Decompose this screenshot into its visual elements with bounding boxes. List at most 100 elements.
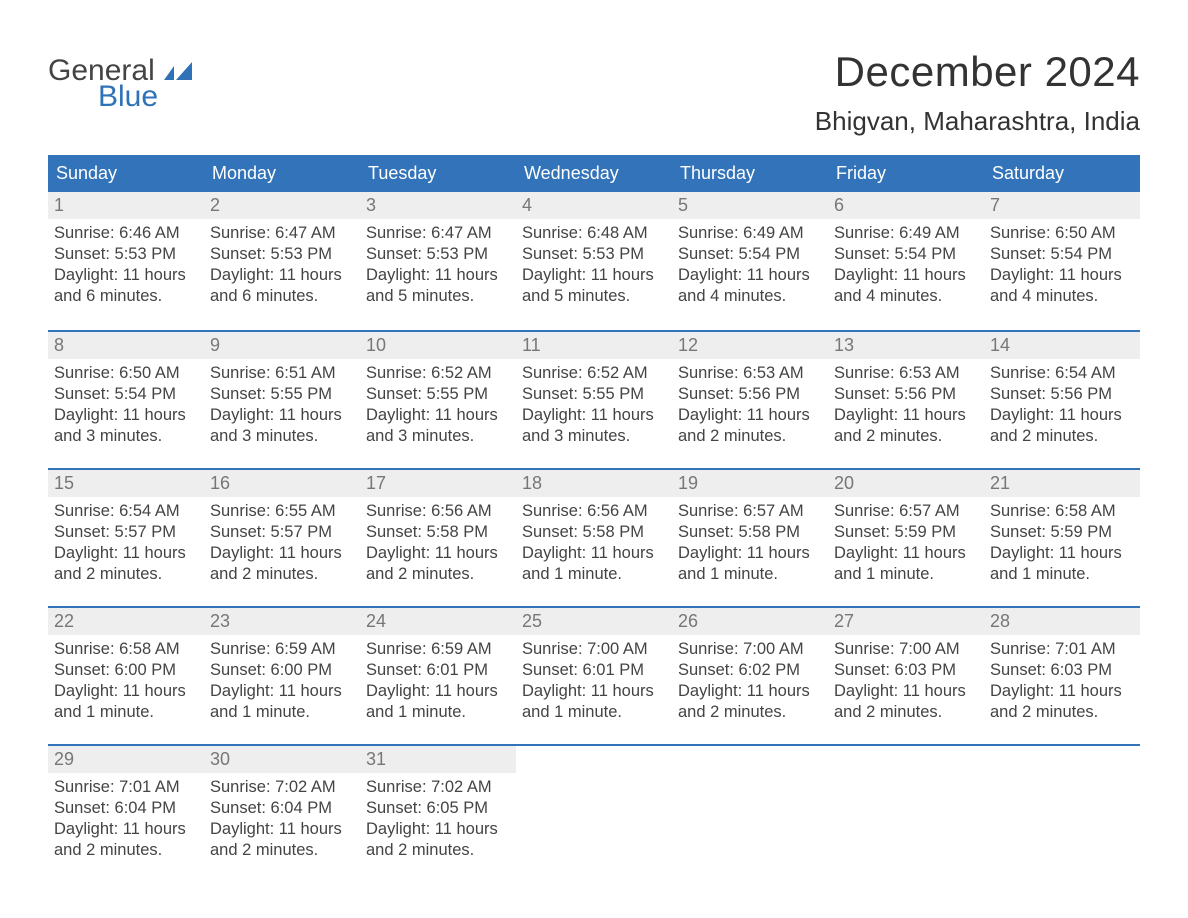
calendar-day: 17Sunrise: 6:56 AMSunset: 5:58 PMDayligh… xyxy=(360,470,516,606)
sunrise-line: Sunrise: 6:47 AM xyxy=(366,223,510,244)
calendar-day xyxy=(672,746,828,882)
sunrise-line: Sunrise: 7:01 AM xyxy=(990,639,1134,660)
day-details: Sunrise: 6:49 AMSunset: 5:54 PMDaylight:… xyxy=(672,223,828,319)
flag-icon xyxy=(164,62,192,82)
sunset-line: Sunset: 5:59 PM xyxy=(990,522,1134,543)
sunrise-line: Sunrise: 7:01 AM xyxy=(54,777,198,798)
daylight-line: Daylight: 11 hours xyxy=(210,265,354,286)
calendar-day: 28Sunrise: 7:01 AMSunset: 6:03 PMDayligh… xyxy=(984,608,1140,744)
daylight-line2: and 4 minutes. xyxy=(990,286,1134,307)
day-details: Sunrise: 7:01 AMSunset: 6:04 PMDaylight:… xyxy=(48,777,204,873)
day-details: Sunrise: 6:57 AMSunset: 5:59 PMDaylight:… xyxy=(828,501,984,597)
calendar-day: 20Sunrise: 6:57 AMSunset: 5:59 PMDayligh… xyxy=(828,470,984,606)
sunset-line: Sunset: 6:01 PM xyxy=(522,660,666,681)
day-number: 1 xyxy=(48,192,204,219)
calendar-day: 11Sunrise: 6:52 AMSunset: 5:55 PMDayligh… xyxy=(516,332,672,468)
daylight-line2: and 3 minutes. xyxy=(210,426,354,447)
day-number: 21 xyxy=(984,470,1140,497)
calendar-day: 22Sunrise: 6:58 AMSunset: 6:00 PMDayligh… xyxy=(48,608,204,744)
daylight-line2: and 2 minutes. xyxy=(54,840,198,861)
day-details: Sunrise: 6:51 AMSunset: 5:55 PMDaylight:… xyxy=(204,363,360,459)
calendar-day: 25Sunrise: 7:00 AMSunset: 6:01 PMDayligh… xyxy=(516,608,672,744)
day-number: 18 xyxy=(516,470,672,497)
calendar-day: 3Sunrise: 6:47 AMSunset: 5:53 PMDaylight… xyxy=(360,192,516,330)
location-label: Bhigvan, Maharashtra, India xyxy=(815,106,1140,137)
sunset-line: Sunset: 5:55 PM xyxy=(522,384,666,405)
daylight-line2: and 4 minutes. xyxy=(678,286,822,307)
month-title: December 2024 xyxy=(815,48,1140,96)
day-details: Sunrise: 6:56 AMSunset: 5:58 PMDaylight:… xyxy=(360,501,516,597)
sunrise-line: Sunrise: 7:00 AM xyxy=(522,639,666,660)
daylight-line2: and 3 minutes. xyxy=(366,426,510,447)
sunrise-line: Sunrise: 7:02 AM xyxy=(210,777,354,798)
daylight-line2: and 6 minutes. xyxy=(54,286,198,307)
sunset-line: Sunset: 5:54 PM xyxy=(990,244,1134,265)
daylight-line2: and 1 minute. xyxy=(54,702,198,723)
day-details xyxy=(672,777,828,789)
day-number: 15 xyxy=(48,470,204,497)
daylight-line2: and 2 minutes. xyxy=(990,426,1134,447)
day-number: 16 xyxy=(204,470,360,497)
calendar-day: 19Sunrise: 6:57 AMSunset: 5:58 PMDayligh… xyxy=(672,470,828,606)
calendar-header-row: Sunday Monday Tuesday Wednesday Thursday… xyxy=(48,155,1140,192)
day-number: 9 xyxy=(204,332,360,359)
daylight-line: Daylight: 11 hours xyxy=(990,681,1134,702)
day-number: 22 xyxy=(48,608,204,635)
sunrise-line: Sunrise: 6:50 AM xyxy=(990,223,1134,244)
daylight-line: Daylight: 11 hours xyxy=(522,543,666,564)
daylight-line2: and 2 minutes. xyxy=(678,702,822,723)
calendar-day: 30Sunrise: 7:02 AMSunset: 6:04 PMDayligh… xyxy=(204,746,360,882)
day-header: Wednesday xyxy=(516,155,672,192)
calendar-day: 18Sunrise: 6:56 AMSunset: 5:58 PMDayligh… xyxy=(516,470,672,606)
sunrise-line: Sunrise: 6:55 AM xyxy=(210,501,354,522)
daylight-line: Daylight: 11 hours xyxy=(990,543,1134,564)
day-details: Sunrise: 7:01 AMSunset: 6:03 PMDaylight:… xyxy=(984,639,1140,735)
day-number: 23 xyxy=(204,608,360,635)
day-details: Sunrise: 6:57 AMSunset: 5:58 PMDaylight:… xyxy=(672,501,828,597)
day-details: Sunrise: 6:49 AMSunset: 5:54 PMDaylight:… xyxy=(828,223,984,319)
brand-logo: General Blue xyxy=(48,56,192,112)
sunset-line: Sunset: 5:54 PM xyxy=(54,384,198,405)
calendar-day: 29Sunrise: 7:01 AMSunset: 6:04 PMDayligh… xyxy=(48,746,204,882)
sunset-line: Sunset: 6:03 PM xyxy=(990,660,1134,681)
sunset-line: Sunset: 5:55 PM xyxy=(210,384,354,405)
day-number: 30 xyxy=(204,746,360,773)
daylight-line: Daylight: 11 hours xyxy=(834,543,978,564)
daylight-line2: and 2 minutes. xyxy=(990,702,1134,723)
sunset-line: Sunset: 5:58 PM xyxy=(522,522,666,543)
daylight-line: Daylight: 11 hours xyxy=(210,405,354,426)
daylight-line: Daylight: 11 hours xyxy=(366,405,510,426)
day-details: Sunrise: 6:58 AMSunset: 5:59 PMDaylight:… xyxy=(984,501,1140,597)
calendar-day: 31Sunrise: 7:02 AMSunset: 6:05 PMDayligh… xyxy=(360,746,516,882)
day-details: Sunrise: 6:52 AMSunset: 5:55 PMDaylight:… xyxy=(360,363,516,459)
sunrise-line: Sunrise: 6:54 AM xyxy=(54,501,198,522)
day-number: 11 xyxy=(516,332,672,359)
day-details xyxy=(984,777,1140,789)
calendar-day: 27Sunrise: 7:00 AMSunset: 6:03 PMDayligh… xyxy=(828,608,984,744)
sunset-line: Sunset: 5:57 PM xyxy=(54,522,198,543)
calendar-week: 29Sunrise: 7:01 AMSunset: 6:04 PMDayligh… xyxy=(48,744,1140,882)
daylight-line: Daylight: 11 hours xyxy=(366,265,510,286)
day-details: Sunrise: 6:54 AMSunset: 5:57 PMDaylight:… xyxy=(48,501,204,597)
daylight-line2: and 2 minutes. xyxy=(678,426,822,447)
calendar-week: 22Sunrise: 6:58 AMSunset: 6:00 PMDayligh… xyxy=(48,606,1140,744)
sunset-line: Sunset: 6:00 PM xyxy=(210,660,354,681)
sunset-line: Sunset: 5:59 PM xyxy=(834,522,978,543)
sunset-line: Sunset: 6:03 PM xyxy=(834,660,978,681)
sunrise-line: Sunrise: 6:51 AM xyxy=(210,363,354,384)
day-details: Sunrise: 6:47 AMSunset: 5:53 PMDaylight:… xyxy=(204,223,360,319)
daylight-line: Daylight: 11 hours xyxy=(366,681,510,702)
daylight-line: Daylight: 11 hours xyxy=(210,543,354,564)
day-number: 8 xyxy=(48,332,204,359)
daylight-line: Daylight: 11 hours xyxy=(522,265,666,286)
calendar-day: 7Sunrise: 6:50 AMSunset: 5:54 PMDaylight… xyxy=(984,192,1140,330)
day-details: Sunrise: 6:46 AMSunset: 5:53 PMDaylight:… xyxy=(48,223,204,319)
daylight-line2: and 3 minutes. xyxy=(54,426,198,447)
day-number: 7 xyxy=(984,192,1140,219)
sunset-line: Sunset: 6:01 PM xyxy=(366,660,510,681)
calendar-day xyxy=(516,746,672,882)
sunrise-line: Sunrise: 6:57 AM xyxy=(678,501,822,522)
daylight-line: Daylight: 11 hours xyxy=(678,681,822,702)
sunrise-line: Sunrise: 6:49 AM xyxy=(834,223,978,244)
calendar-day: 21 Sunrise: 6:58 AMSunset: 5:59 PMDayligh… xyxy=(984,470,1140,606)
